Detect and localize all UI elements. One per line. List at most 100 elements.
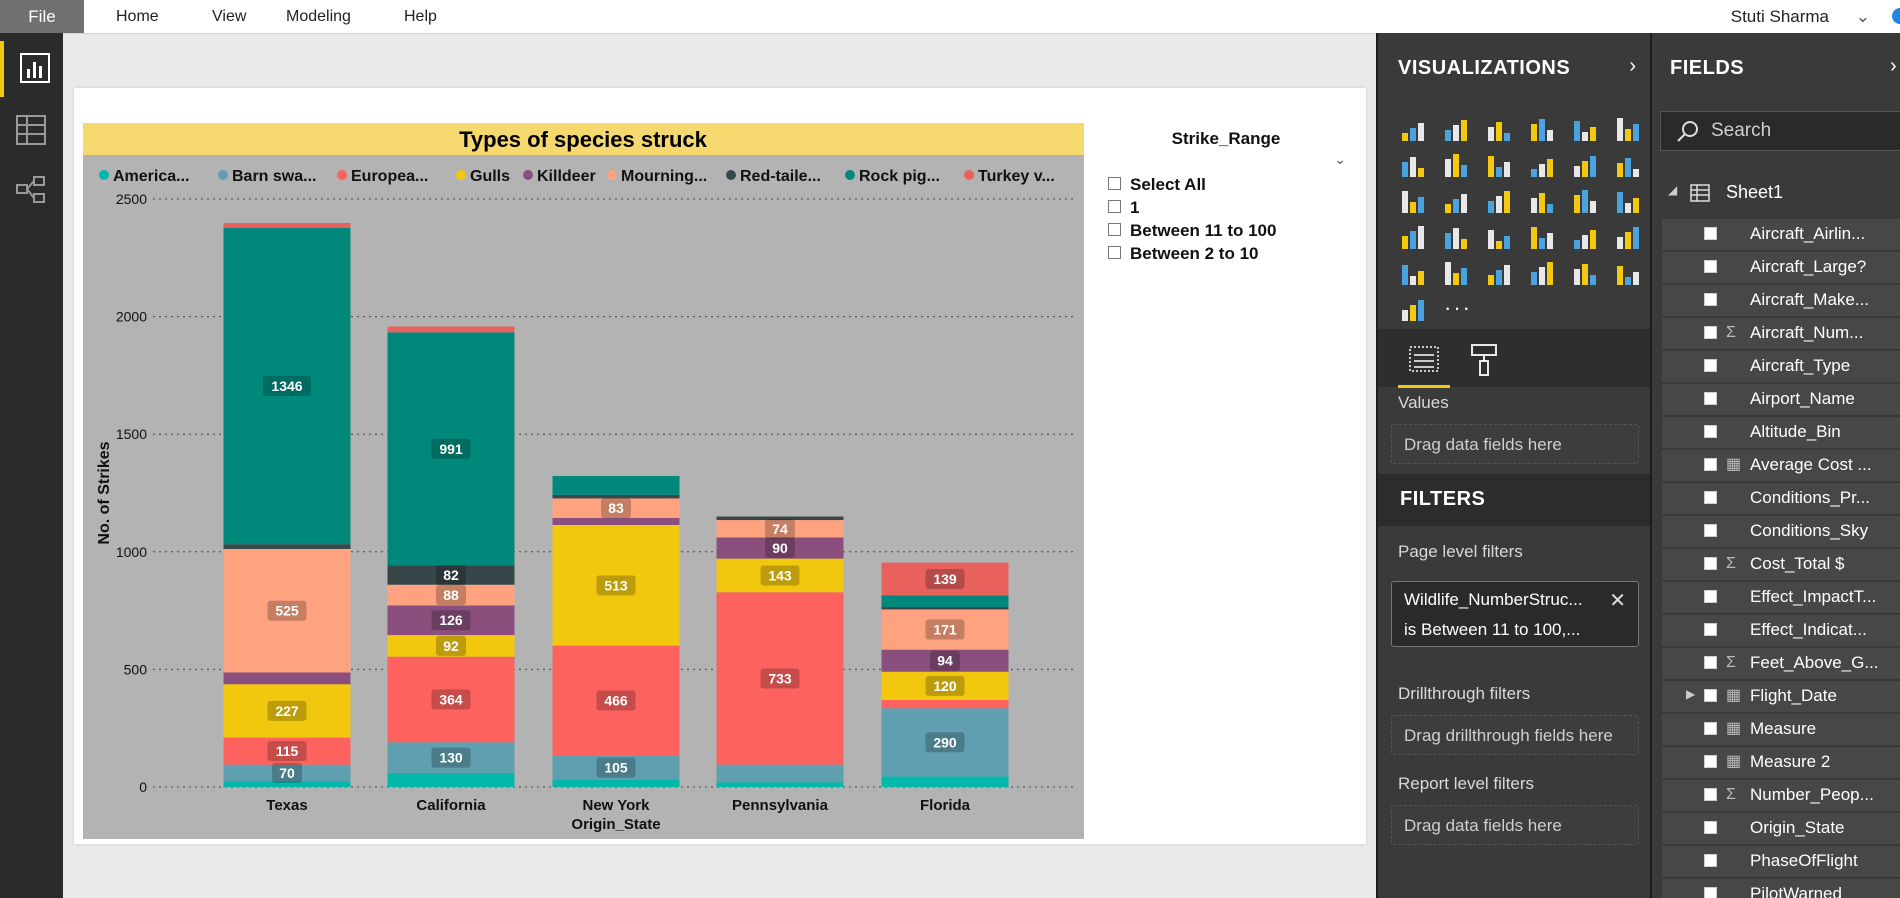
format-tab[interactable] [1458, 337, 1510, 385]
field-checkbox[interactable] [1704, 623, 1717, 636]
field-checkbox[interactable] [1704, 788, 1717, 801]
visual-type-icon[interactable] [1613, 151, 1641, 179]
field-checkbox[interactable] [1704, 722, 1717, 735]
visual-type-icon[interactable] [1570, 115, 1598, 143]
field-checkbox[interactable] [1704, 689, 1717, 702]
visual-type-icon[interactable] [1398, 259, 1426, 287]
field-item[interactable]: Altitude_Bin [1662, 417, 1900, 448]
visual-type-icon[interactable] [1441, 115, 1469, 143]
visual-type-icon[interactable] [1484, 115, 1512, 143]
field-checkbox[interactable] [1704, 359, 1717, 372]
stacked-column-chart[interactable]: Types of species struck America... Barn sw… [83, 123, 1084, 839]
field-checkbox[interactable] [1704, 293, 1717, 306]
values-drop-zone[interactable]: Drag data fields here [1391, 424, 1639, 464]
field-checkbox[interactable] [1704, 491, 1717, 504]
field-item[interactable]: Effect_Indicat... [1662, 615, 1900, 646]
checkbox[interactable] [1108, 223, 1121, 237]
chevron-right-icon[interactable]: › [1629, 55, 1636, 77]
visual-type-icon[interactable] [1527, 259, 1555, 287]
slicer-item-11-100[interactable]: Between 11 to 100 [1108, 221, 1276, 243]
visual-type-icon[interactable] [1398, 187, 1426, 215]
field-checkbox[interactable] [1704, 821, 1717, 834]
visual-type-icon[interactable] [1441, 151, 1469, 179]
field-checkbox[interactable] [1704, 656, 1717, 669]
search-input[interactable]: Search [1660, 111, 1900, 151]
slicer-item-select-all[interactable]: Select All [1108, 175, 1206, 197]
visual-type-icon[interactable] [1484, 223, 1512, 251]
field-item[interactable]: Σ Aircraft_Num... [1662, 318, 1900, 349]
checkbox[interactable] [1108, 200, 1121, 214]
table-sheet1[interactable]: ◢ Sheet1 [1652, 177, 1900, 209]
field-item[interactable]: ▶ ▦ Flight_Date [1662, 681, 1900, 712]
visual-type-icon[interactable] [1613, 259, 1641, 287]
field-checkbox[interactable] [1704, 755, 1717, 768]
visual-type-icon[interactable] [1527, 223, 1555, 251]
visual-type-icon[interactable] [1441, 187, 1469, 215]
field-item[interactable]: PhaseOfFlight [1662, 846, 1900, 877]
visual-type-icon[interactable] [1398, 115, 1426, 143]
visual-type-icon[interactable] [1570, 223, 1598, 251]
visual-type-icon[interactable] [1441, 259, 1469, 287]
field-item[interactable]: Conditions_Pr... [1662, 483, 1900, 514]
field-item[interactable]: ▦ Measure 2 [1662, 747, 1900, 778]
visual-type-icon[interactable] [1398, 151, 1426, 179]
field-item[interactable]: Aircraft_Airlin... [1662, 219, 1900, 250]
visual-type-icon[interactable] [1398, 295, 1426, 323]
more-visuals-icon[interactable]: ··· [1444, 295, 1472, 320]
strike-range-slicer[interactable]: Strike_Range ⌄ Select All 1 Between 11 t… [1100, 123, 1352, 323]
visual-type-icon[interactable] [1613, 115, 1641, 143]
visual-type-icon[interactable] [1570, 151, 1598, 179]
file-menu[interactable]: File [0, 0, 84, 33]
field-checkbox[interactable] [1704, 260, 1717, 273]
relationships-view-button[interactable] [0, 163, 63, 219]
field-checkbox[interactable] [1704, 227, 1717, 240]
field-item[interactable]: ▦ Average Cost ... [1662, 450, 1900, 481]
field-item[interactable]: Σ Cost_Total $ [1662, 549, 1900, 580]
field-checkbox[interactable] [1704, 524, 1717, 537]
field-item[interactable]: Airport_Name [1662, 384, 1900, 415]
menu-home[interactable]: Home [116, 8, 159, 25]
visual-type-icon[interactable] [1441, 223, 1469, 251]
field-checkbox[interactable] [1704, 854, 1717, 867]
visual-type-icon[interactable] [1527, 115, 1555, 143]
slicer-item-1[interactable]: 1 [1108, 198, 1139, 220]
visual-type-icon[interactable] [1570, 259, 1598, 287]
visual-type-icon[interactable] [1527, 151, 1555, 179]
user-avatar[interactable] [1892, 8, 1900, 24]
field-checkbox[interactable] [1704, 458, 1717, 471]
page-filter-card[interactable]: Wildlife_NumberStruc... is Between 11 to… [1391, 581, 1639, 647]
user-account[interactable]: Stuti Sharma ⌄ [1731, 0, 1870, 33]
visual-type-icon[interactable] [1398, 223, 1426, 251]
field-checkbox[interactable] [1704, 326, 1717, 339]
field-checkbox[interactable] [1704, 887, 1717, 898]
report-view-button[interactable] [0, 41, 63, 97]
field-item[interactable]: ▦ Measure [1662, 714, 1900, 745]
visual-type-icon[interactable] [1484, 151, 1512, 179]
chevron-down-icon[interactable]: ⌄ [1855, 7, 1870, 26]
field-checkbox[interactable] [1704, 425, 1717, 438]
checkbox[interactable] [1108, 177, 1121, 191]
menu-view[interactable]: View [212, 8, 247, 25]
visual-type-icon[interactable] [1484, 259, 1512, 287]
field-item[interactable]: Conditions_Sky [1662, 516, 1900, 547]
menu-help[interactable]: Help [404, 8, 437, 25]
menu-modeling[interactable]: Modeling [286, 8, 351, 25]
visual-type-icon[interactable] [1527, 187, 1555, 215]
checkbox[interactable] [1108, 246, 1121, 260]
field-checkbox[interactable] [1704, 590, 1717, 603]
chevron-down-icon[interactable]: ⌄ [1334, 151, 1346, 167]
field-item[interactable]: Aircraft_Large? [1662, 252, 1900, 283]
report-drop-zone[interactable]: Drag data fields here [1391, 805, 1639, 845]
field-item[interactable]: Σ Number_Peop... [1662, 780, 1900, 811]
close-icon[interactable]: ✕ [1609, 590, 1626, 612]
data-view-button[interactable] [0, 103, 63, 159]
visual-type-icon[interactable] [1484, 187, 1512, 215]
field-item[interactable]: Aircraft_Make... [1662, 285, 1900, 316]
fields-tab[interactable] [1398, 337, 1450, 388]
drillthrough-drop-zone[interactable]: Drag drillthrough fields here [1391, 715, 1639, 755]
field-checkbox[interactable] [1704, 557, 1717, 570]
field-item[interactable]: Effect_ImpactT... [1662, 582, 1900, 613]
chevron-right-icon[interactable]: › [1890, 55, 1897, 77]
field-item[interactable]: Σ Feet_Above_G... [1662, 648, 1900, 679]
field-item[interactable]: PilotWarned [1662, 879, 1900, 898]
